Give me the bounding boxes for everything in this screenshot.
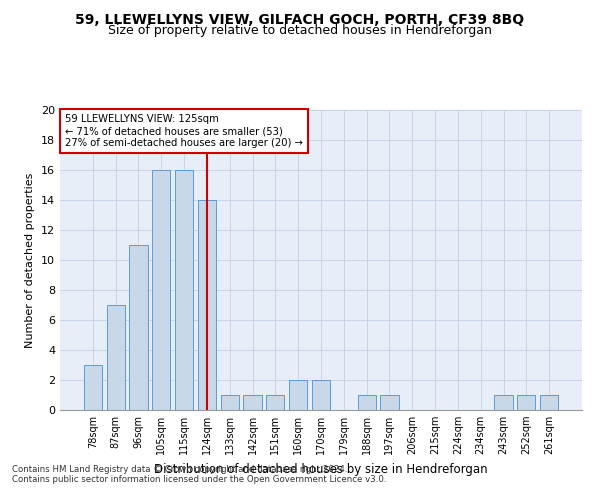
- Bar: [266, 395, 284, 410]
- X-axis label: Distribution of detached houses by size in Hendreforgan: Distribution of detached houses by size …: [154, 462, 488, 475]
- Bar: [494, 395, 512, 410]
- Text: 59 LLEWELLYNS VIEW: 125sqm
← 71% of detached houses are smaller (53)
27% of semi: 59 LLEWELLYNS VIEW: 125sqm ← 71% of deta…: [65, 114, 303, 148]
- Y-axis label: Number of detached properties: Number of detached properties: [25, 172, 35, 348]
- Bar: [289, 380, 307, 410]
- Bar: [152, 170, 170, 410]
- Bar: [84, 365, 102, 410]
- Bar: [175, 170, 193, 410]
- Text: 59, LLEWELLYNS VIEW, GILFACH GOCH, PORTH, CF39 8BQ: 59, LLEWELLYNS VIEW, GILFACH GOCH, PORTH…: [76, 12, 524, 26]
- Text: Contains public sector information licensed under the Open Government Licence v3: Contains public sector information licen…: [12, 476, 386, 484]
- Bar: [517, 395, 535, 410]
- Bar: [130, 245, 148, 410]
- Bar: [198, 200, 216, 410]
- Bar: [221, 395, 239, 410]
- Bar: [358, 395, 376, 410]
- Bar: [107, 305, 125, 410]
- Bar: [380, 395, 398, 410]
- Bar: [244, 395, 262, 410]
- Bar: [312, 380, 330, 410]
- Text: Size of property relative to detached houses in Hendreforgan: Size of property relative to detached ho…: [108, 24, 492, 37]
- Text: Contains HM Land Registry data © Crown copyright and database right 2024.: Contains HM Land Registry data © Crown c…: [12, 466, 347, 474]
- Bar: [540, 395, 558, 410]
